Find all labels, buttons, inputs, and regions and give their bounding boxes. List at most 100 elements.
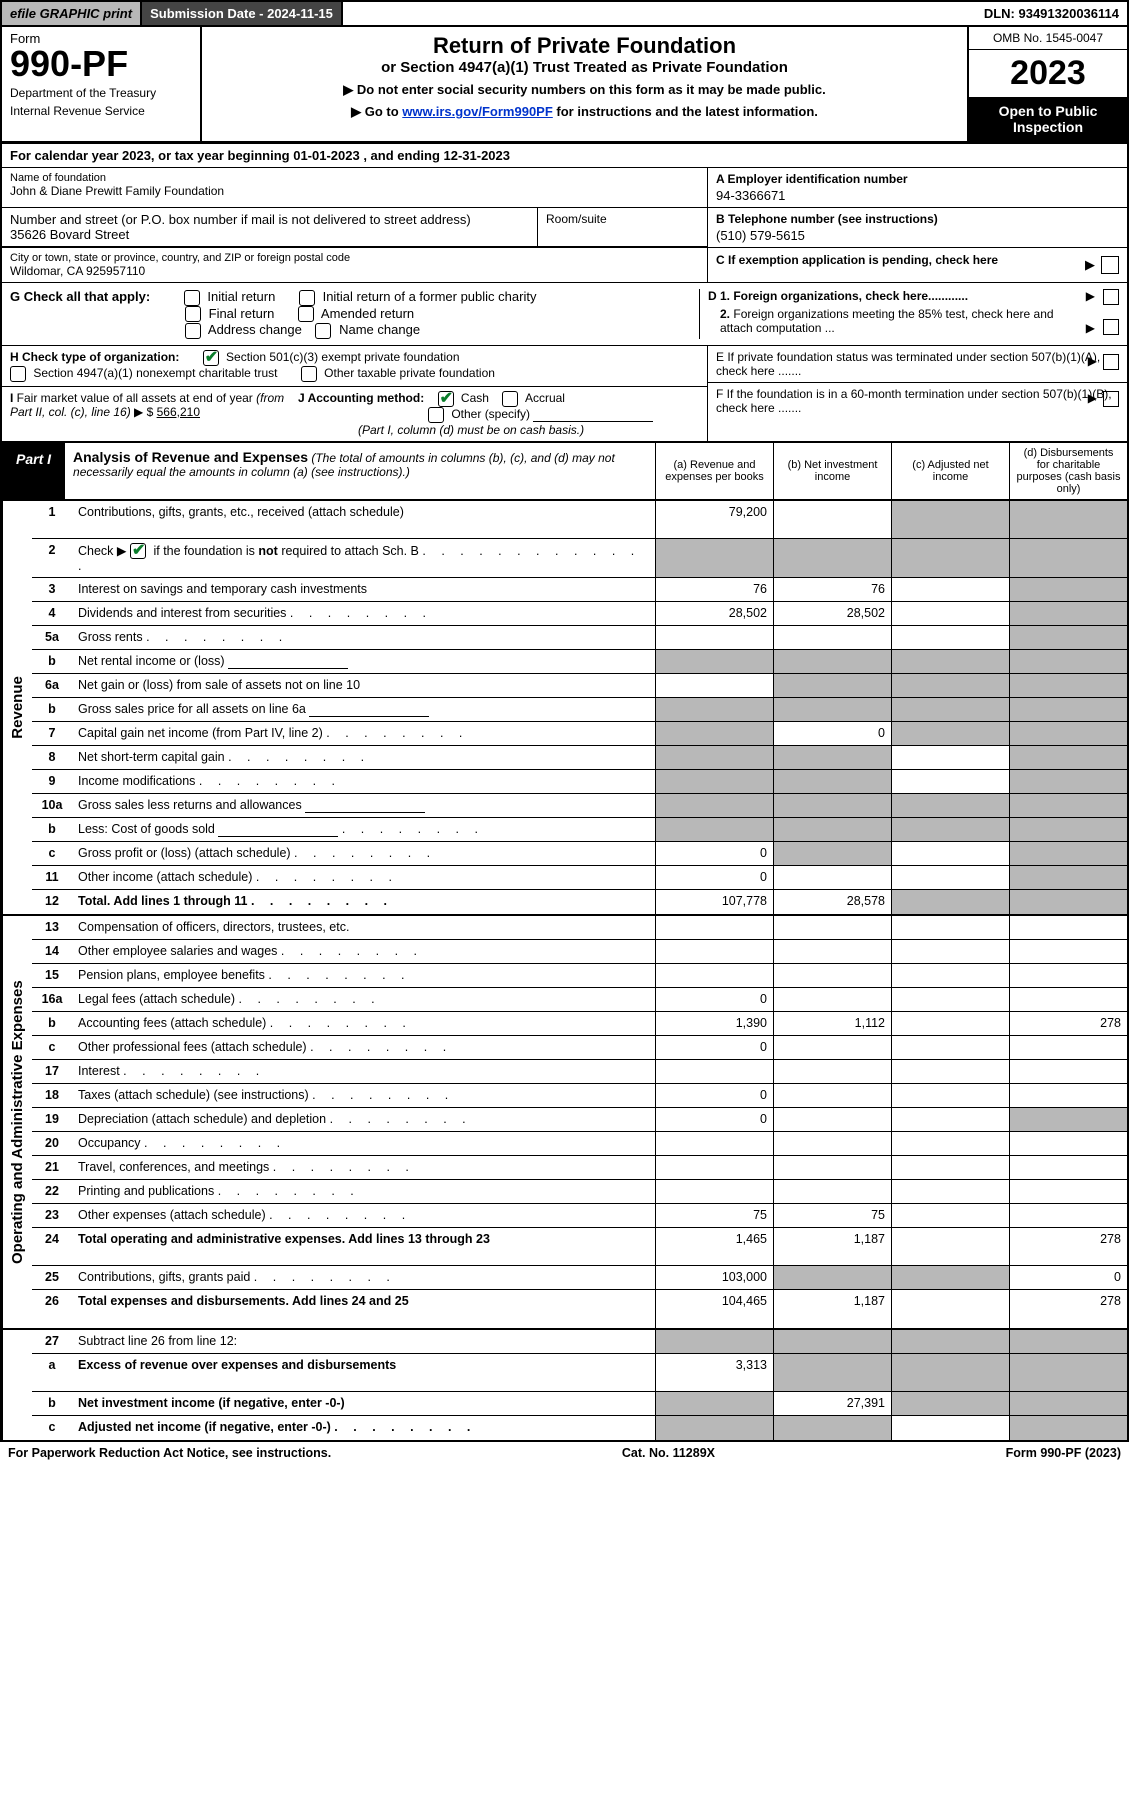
col-d [1009, 1416, 1127, 1440]
row-r18: 18 Taxes (attach schedule) (see instruct… [32, 1084, 1127, 1108]
row-r10c: c Gross profit or (loss) (attach schedul… [32, 842, 1127, 866]
line-no: 4 [32, 602, 72, 625]
col-a [655, 964, 773, 987]
footer: For Paperwork Reduction Act Notice, see … [0, 1442, 1129, 1464]
phone-label: B Telephone number (see instructions) [716, 212, 1119, 226]
g-initial-former[interactable] [299, 290, 315, 306]
col-d [1009, 818, 1127, 841]
dln: DLN: 93491320036114 [976, 2, 1127, 25]
line-desc: Gross rents . . . . . . . . [72, 626, 655, 649]
row-r16a: 16a Legal fees (attach schedule) . . . .… [32, 988, 1127, 1012]
line-no: b [32, 1012, 72, 1035]
ij-row: I Fair market value of all assets at end… [2, 387, 707, 441]
line-no: c [32, 1416, 72, 1440]
col-a [655, 1132, 773, 1155]
form-number: 990-PF [10, 46, 192, 82]
col-d [1009, 1060, 1127, 1083]
arrow-icon: ▶ [1085, 257, 1095, 273]
col-b [773, 818, 891, 841]
e-checkbox[interactable] [1103, 354, 1119, 370]
col-c [891, 1266, 1009, 1289]
f-checkbox[interactable] [1103, 391, 1119, 407]
revenue-side-label: Revenue [2, 501, 32, 915]
line-no: 7 [32, 722, 72, 745]
c-checkbox[interactable] [1101, 256, 1119, 274]
line-desc: Adjusted net income (if negative, enter … [72, 1416, 655, 1440]
col-a [655, 674, 773, 697]
line-desc: Net investment income (if negative, ente… [72, 1392, 655, 1415]
revenue-rows: 1 Contributions, gifts, grants, etc., re… [32, 501, 1127, 915]
col-a [655, 626, 773, 649]
col-c [891, 916, 1009, 939]
g-final-return[interactable] [185, 306, 201, 322]
part1-label: Part I [2, 443, 65, 499]
row-r7: 7 Capital gain net income (from Part IV,… [32, 722, 1127, 746]
col-a: 28,502 [655, 602, 773, 625]
col-a [655, 539, 773, 578]
row-r15: 15 Pension plans, employee benefits . . … [32, 964, 1127, 988]
col-a [655, 746, 773, 769]
col-a [655, 1330, 773, 1353]
form-header: Form 990-PF Department of the Treasury I… [0, 27, 1129, 144]
net-side-spacer [2, 1330, 32, 1440]
col-b [773, 916, 891, 939]
line-no: 18 [32, 1084, 72, 1107]
irs-link[interactable]: www.irs.gov/Form990PF [402, 104, 553, 119]
col-a [655, 1392, 773, 1415]
name-ein-row: Name of foundation John & Diane Prewitt … [0, 168, 1129, 208]
col-c [891, 539, 1009, 578]
ein-label: A Employer identification number [716, 172, 1119, 186]
c-label: C If exemption application is pending, c… [716, 253, 998, 267]
col-d [1009, 539, 1127, 578]
j-cash[interactable] [438, 391, 454, 407]
d2-checkbox[interactable] [1103, 319, 1119, 335]
line-no: 6a [32, 674, 72, 697]
fmv-value: 566,210 [157, 405, 200, 419]
col-c [891, 1180, 1009, 1203]
col-d [1009, 1354, 1127, 1391]
d2-label: Foreign organizations meeting the 85% te… [720, 307, 1054, 335]
row-r12: 12 Total. Add lines 1 through 11 . . . .… [32, 890, 1127, 914]
h-501c3[interactable] [203, 350, 219, 366]
col-c-head: (c) Adjusted net income [891, 443, 1009, 499]
col-b [773, 1416, 891, 1440]
line-desc: Compensation of officers, directors, tru… [72, 916, 655, 939]
city-c-row: City or town, state or province, country… [0, 248, 1129, 283]
col-b [773, 674, 891, 697]
d1-checkbox[interactable] [1103, 289, 1119, 305]
col-c [891, 794, 1009, 817]
col-a [655, 1416, 773, 1440]
line-no: 5a [32, 626, 72, 649]
col-c [891, 1392, 1009, 1415]
row-r20: 20 Occupancy . . . . . . . . [32, 1132, 1127, 1156]
col-c [891, 770, 1009, 793]
g-d-row: G Check all that apply: Initial return I… [0, 283, 1129, 346]
g-name-change[interactable] [315, 323, 331, 339]
g-opt-2: Final return [209, 306, 275, 321]
h-4947[interactable] [10, 366, 26, 382]
schb-checkbox[interactable] [130, 543, 146, 559]
street-cell: Number and street (or P.O. box number if… [2, 208, 537, 247]
row-r10b: b Less: Cost of goods sold . . . . . . .… [32, 818, 1127, 842]
col-b [773, 1156, 891, 1179]
j-other[interactable] [428, 407, 444, 423]
line-no: 20 [32, 1132, 72, 1155]
line-desc: Net rental income or (loss) [72, 650, 655, 673]
col-b: 75 [773, 1204, 891, 1227]
line-desc: Dividends and interest from securities .… [72, 602, 655, 625]
line-no: 22 [32, 1180, 72, 1203]
col-b: 1,187 [773, 1228, 891, 1265]
line-desc: Travel, conferences, and meetings . . . … [72, 1156, 655, 1179]
col-c [891, 1132, 1009, 1155]
g-amended-return[interactable] [298, 306, 314, 322]
g-address-change[interactable] [185, 323, 201, 339]
col-d [1009, 674, 1127, 697]
j-accrual[interactable] [502, 391, 518, 407]
h-other-taxable[interactable] [301, 366, 317, 382]
line-no: b [32, 698, 72, 721]
c-cell: C If exemption application is pending, c… [707, 248, 1127, 283]
col-c [891, 674, 1009, 697]
line-no: 16a [32, 988, 72, 1011]
col-b [773, 1180, 891, 1203]
g-initial-return[interactable] [184, 290, 200, 306]
